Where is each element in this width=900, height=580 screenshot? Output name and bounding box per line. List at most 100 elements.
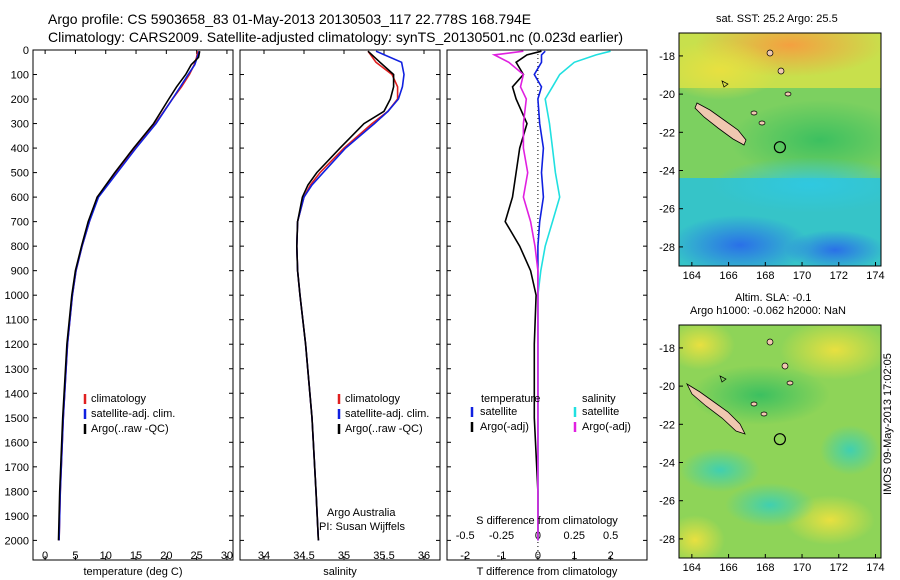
difference-line-2	[537, 50, 611, 541]
map-ytick-label: -24	[659, 166, 675, 178]
sla-yellow-patch-ne	[780, 325, 881, 380]
figure-title-line2: Climatology: CARS2009. Satellite-adjuste…	[48, 29, 624, 45]
sla-reef-outline	[719, 375, 727, 383]
diff-legend-s-argo: Argo(-adj)	[582, 421, 631, 433]
depth-tick-label: 1400	[5, 388, 29, 400]
xtick-label: 1	[571, 550, 577, 562]
sst-cyan-patch	[710, 157, 881, 213]
depth-tick-label: 600	[11, 192, 29, 204]
map-xtick-label: 174	[866, 270, 884, 282]
sla-cyan-patch-3	[820, 425, 880, 475]
stick-label: -0.5	[456, 530, 475, 542]
map-ytick-label: -20	[659, 381, 675, 393]
figure-title-line1: Argo profile: CS 5903658_83 01-May-2013 …	[48, 11, 532, 27]
diff-legend-s-satellite: satellite	[582, 406, 619, 418]
depth-tick-label: 500	[11, 168, 29, 180]
difference-top-xlabel: S difference from climatology	[476, 515, 618, 527]
salinity-line-1	[295, 50, 405, 541]
sst-reef-outline	[721, 80, 729, 88]
map-xtick-label: 172	[830, 562, 848, 574]
map-ytick-label: -18	[659, 51, 675, 63]
sla-coast	[686, 338, 794, 435]
temperature-plot-frame	[32, 49, 234, 561]
map-ytick-label: -28	[659, 242, 675, 254]
map-axes-layer: 164 166 168 170 172 174 -18 -20 -22 -24 -26 -28 164 1…	[659, 51, 885, 574]
sla-map-frame	[678, 324, 882, 559]
sst-cool-patch-2	[785, 230, 881, 266]
depth-tick-label: 1200	[5, 339, 29, 351]
sst-island-1	[750, 110, 758, 116]
depth-tick-label: 1700	[5, 462, 29, 474]
salinity-line-0	[295, 50, 399, 541]
sst-coast	[694, 49, 792, 146]
lines-layer	[57, 50, 611, 541]
sla-new-caledonia	[686, 382, 746, 435]
difference-line-3	[491, 50, 539, 541]
stick-label: 0.25	[564, 530, 585, 542]
sla-island-1	[750, 401, 758, 407]
sla-cyan-patch-1	[680, 448, 760, 492]
sst-map-frame	[678, 32, 882, 267]
depth-tick-label: 2000	[5, 535, 29, 547]
temperature-xlabel: temperature (deg C)	[83, 566, 182, 578]
map-xtick-label: 166	[719, 270, 737, 282]
diff-legend-salinity: salinity	[582, 393, 616, 405]
salinity-legend-argo: Argo(..raw -QC)	[345, 423, 423, 435]
sla-yellow-patch-nw	[679, 325, 735, 370]
salinity-xlabel: salinity	[323, 566, 357, 578]
map-xtick-label: 172	[830, 270, 848, 282]
map-ytick-label: -22	[659, 127, 675, 139]
temperature-line-0	[58, 51, 199, 541]
depth-tick-label: 300	[11, 119, 29, 131]
depth-tick-label: 1500	[5, 413, 29, 425]
temperature-legend-argo: Argo(..raw -QC)	[91, 423, 169, 435]
depth-tick-label: 1900	[5, 511, 29, 523]
sst-map-title: sat. SST: 25.2 Argo: 25.5	[716, 13, 838, 25]
xtick-label: 10	[100, 550, 112, 562]
map-ytick-label: -24	[659, 458, 675, 470]
sla-island-2	[760, 411, 768, 417]
map-ytick-label: -18	[659, 343, 675, 355]
sla-island-3	[781, 362, 789, 370]
sst-island-3	[777, 67, 785, 75]
depth-tick-label: 800	[11, 241, 29, 253]
diff-legend-t-satellite: satellite	[480, 406, 517, 418]
map-ytick-label: -20	[659, 89, 675, 101]
sla-map-title-line2: Argo h1000: -0.062 h2000: NaN	[690, 305, 846, 317]
stick-label: 0.5	[603, 530, 618, 542]
argo-position-marker	[773, 141, 786, 154]
map-xtick-label: 166	[719, 562, 737, 574]
sst-yellow-patch	[679, 40, 780, 100]
xtick-label: 5	[72, 550, 78, 562]
xtick-label: 25	[191, 550, 203, 562]
difference-xlabel: T difference from climatology	[477, 566, 618, 578]
salinity-annotation-line1: Argo Australia	[327, 507, 396, 519]
xtick-label: 34	[258, 550, 270, 562]
temperature-legend-clim: climatology	[91, 393, 147, 405]
map-ytick-label: -28	[659, 534, 675, 546]
temperature-line-2	[57, 51, 201, 541]
depth-tick-label: 0	[23, 45, 29, 57]
difference-legend: temperature satellite Argo(-adj) salinit…	[470, 393, 631, 433]
temperature-legend: climatology satellite-adj. clim. Argo(..…	[83, 393, 175, 435]
salinity-annotation-line2: PI: Susan Wijffels	[319, 521, 405, 533]
sla-island-5	[766, 338, 774, 346]
xtick-label: 36	[418, 550, 430, 562]
map-xtick-label: 164	[683, 562, 701, 574]
depth-tick-label: 1100	[5, 315, 29, 327]
xtick-label: 35	[338, 550, 350, 562]
xtick-label: 30	[221, 550, 233, 562]
xtick-label: 20	[160, 550, 172, 562]
sla-map	[679, 325, 881, 558]
salinity-plot-frame	[239, 49, 441, 561]
sst-island-4	[784, 91, 792, 97]
axes-layer: 0100200300400500600700800900100011001200…	[5, 45, 647, 562]
sla-cyan-patch-2	[725, 483, 815, 527]
sla-green-patch	[690, 365, 830, 425]
sst-new-caledonia	[694, 102, 747, 146]
map-xtick-label: 168	[756, 270, 774, 282]
xtick-label: 34.5	[293, 550, 314, 562]
map-xtick-label: 170	[793, 562, 811, 574]
sla-island-4	[786, 380, 794, 386]
map-xtick-label: 174	[866, 562, 884, 574]
